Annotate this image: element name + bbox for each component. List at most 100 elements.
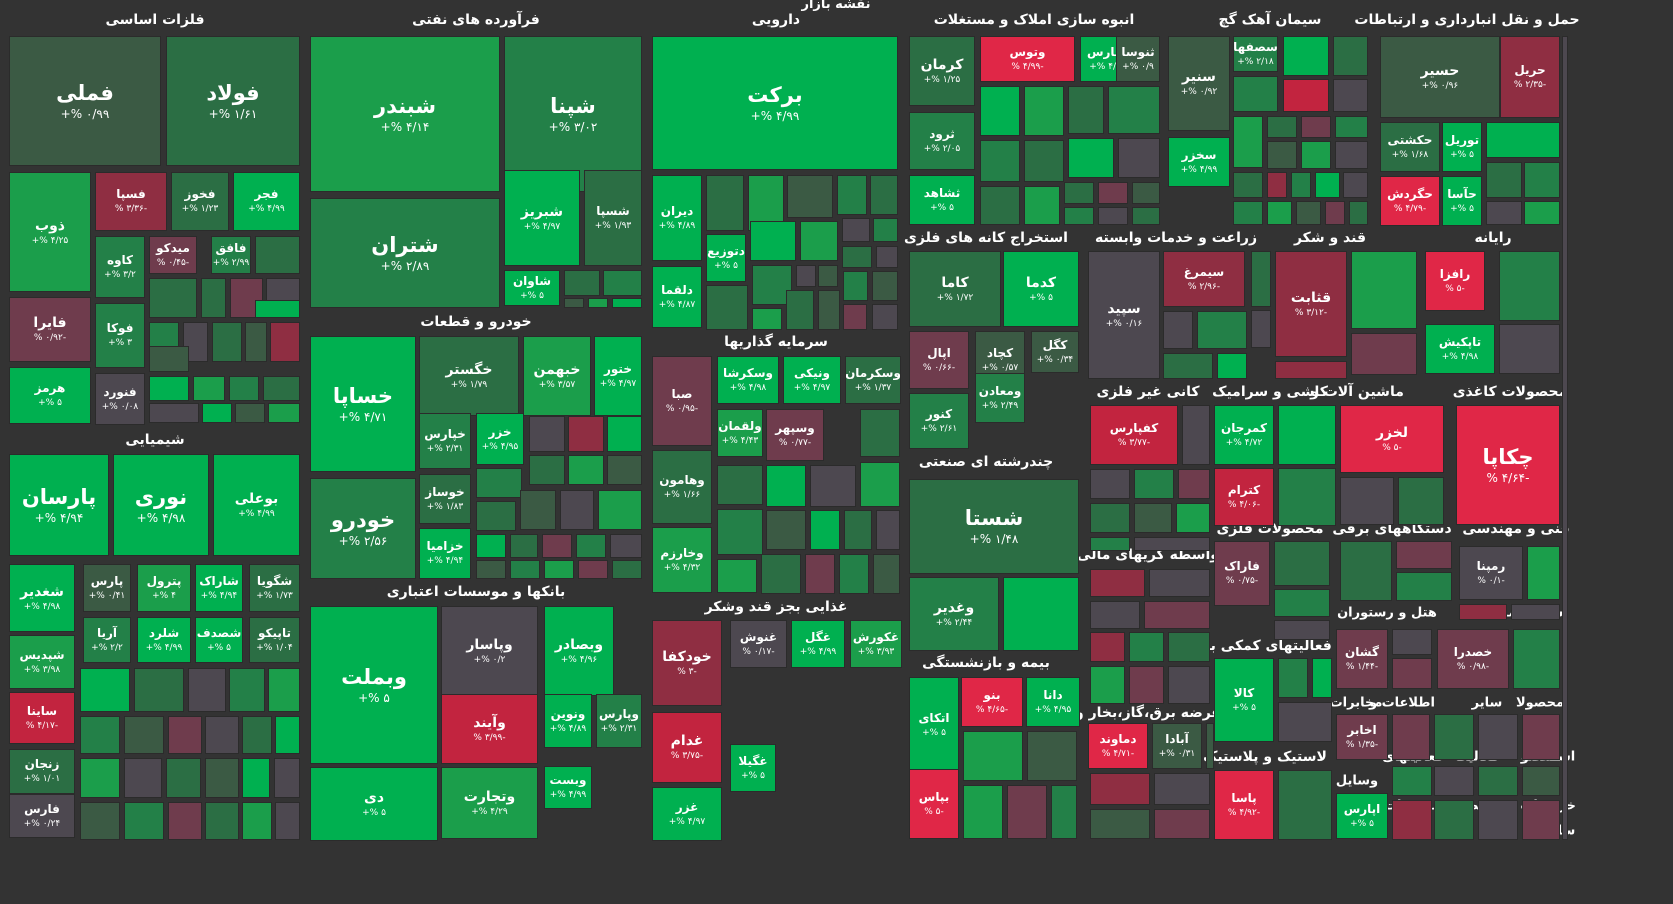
stock-tile[interactable] <box>1392 766 1432 796</box>
stock-tile[interactable] <box>1233 116 1263 168</box>
stock-tile[interactable]: وبصادر ۴/۹۶ %+ <box>544 606 614 696</box>
stock-tile[interactable] <box>1513 629 1560 689</box>
stock-tile[interactable] <box>706 285 748 330</box>
stock-tile[interactable]: وخارزم ۴/۳۲ %+ <box>652 527 712 593</box>
stock-tile[interactable] <box>1296 201 1321 225</box>
stock-tile[interactable] <box>1274 589 1330 617</box>
stock-tile[interactable]: اخابر -۱/۳۵ % <box>1336 714 1388 760</box>
stock-tile[interactable]: غگیلا ۵ %+ <box>730 744 776 792</box>
stock-tile[interactable] <box>837 175 867 215</box>
stock-tile[interactable] <box>242 758 270 798</box>
stock-tile[interactable] <box>1090 601 1140 629</box>
stock-tile[interactable] <box>1090 537 1130 551</box>
stock-tile[interactable] <box>1278 468 1336 526</box>
stock-tile[interactable]: دتوزیع ۵ %+ <box>706 234 746 282</box>
stock-tile[interactable]: فافق ۲/۹۹ %+ <box>211 236 251 274</box>
stock-tile[interactable]: وغدیر ۲/۴۴ %+ <box>909 577 999 651</box>
stock-tile[interactable] <box>1434 714 1474 760</box>
stock-tile[interactable]: چکاپا -۴/۶۴ % <box>1456 405 1560 525</box>
stock-tile[interactable] <box>1007 785 1047 839</box>
stock-tile[interactable]: پارسان ۴/۹۴ %+ <box>9 454 109 556</box>
stock-tile[interactable] <box>752 308 782 330</box>
stock-tile[interactable] <box>1522 800 1560 840</box>
stock-tile[interactable]: توریل ۵ %+ <box>1442 122 1482 172</box>
stock-tile[interactable]: وآیند -۳/۹۹ % <box>441 694 538 764</box>
stock-tile[interactable] <box>1434 800 1474 840</box>
stock-tile[interactable] <box>1340 541 1392 601</box>
stock-tile[interactable]: میدکو -۰/۴۵ % <box>149 236 197 274</box>
stock-tile[interactable]: ونیکی ۴/۹۷ %+ <box>783 356 841 404</box>
stock-tile[interactable] <box>706 175 744 231</box>
stock-tile[interactable] <box>876 246 898 268</box>
stock-tile[interactable]: حآسا ۵ %+ <box>1442 176 1482 226</box>
stock-tile[interactable]: آریا ۲/۲ %+ <box>83 617 131 663</box>
stock-tile[interactable]: شاوان ۵ %+ <box>504 270 560 306</box>
stock-tile[interactable] <box>1090 773 1150 805</box>
stock-tile[interactable] <box>963 731 1023 781</box>
stock-tile[interactable]: کاما ۱/۷۲ %+ <box>909 251 1001 327</box>
stock-tile[interactable]: کاوه ۳/۲ %+ <box>95 236 145 298</box>
stock-tile[interactable] <box>860 409 900 457</box>
stock-tile[interactable] <box>1051 785 1077 839</box>
stock-tile[interactable] <box>1144 601 1210 629</box>
stock-tile[interactable] <box>1325 201 1345 225</box>
stock-tile[interactable] <box>598 490 642 530</box>
stock-tile[interactable]: پارس ۰/۴۱ %+ <box>83 564 131 612</box>
stock-tile[interactable] <box>212 322 242 362</box>
stock-tile[interactable] <box>980 186 1020 225</box>
stock-tile[interactable]: خودرو ۲/۵۶ %+ <box>310 478 416 579</box>
stock-tile[interactable] <box>1349 201 1368 225</box>
stock-tile[interactable]: دماوند -۴/۷۱ % <box>1088 723 1148 769</box>
stock-tile[interactable]: زنجان ۱/۰۱ %+ <box>9 749 75 794</box>
stock-tile[interactable] <box>510 560 540 579</box>
stock-tile[interactable]: حکشتی ۱/۶۸ %+ <box>1380 122 1440 172</box>
stock-tile[interactable]: شسپا ۱/۹۳ %+ <box>584 170 642 266</box>
stock-tile[interactable] <box>242 802 272 840</box>
stock-tile[interactable] <box>980 140 1020 182</box>
stock-tile[interactable] <box>766 510 806 550</box>
stock-tile[interactable]: سصفها ۲/۱۸ %+ <box>1233 36 1278 72</box>
stock-tile[interactable] <box>870 175 898 215</box>
stock-tile[interactable] <box>1278 702 1332 742</box>
stock-tile[interactable]: خزامیا ۴/۹۴ %+ <box>419 528 471 579</box>
stock-tile[interactable] <box>588 298 608 308</box>
stock-tile[interactable]: وپاسار ۰/۲ %+ <box>441 606 538 696</box>
stock-tile[interactable]: غدام -۳/۷۵ % <box>652 712 722 783</box>
stock-tile[interactable] <box>796 265 816 287</box>
stock-tile[interactable] <box>1134 503 1172 533</box>
stock-tile[interactable] <box>1335 116 1368 138</box>
stock-tile[interactable]: اپال -۰/۶۶ % <box>909 331 969 389</box>
stock-tile[interactable]: فنورد ۰/۰۸ %+ <box>95 373 145 425</box>
stock-tile[interactable]: شبندر ۴/۱۴ %+ <box>310 36 500 192</box>
stock-tile[interactable]: بنو -۴/۶۵ % <box>961 677 1023 727</box>
stock-tile[interactable] <box>1524 162 1560 198</box>
stock-tile[interactable] <box>839 554 869 594</box>
stock-tile[interactable] <box>1396 572 1452 601</box>
stock-tile[interactable] <box>263 376 300 401</box>
stock-tile[interactable] <box>124 802 164 840</box>
stock-tile[interactable] <box>1524 201 1560 225</box>
stock-tile[interactable] <box>1233 76 1278 112</box>
stock-tile[interactable]: صبا -۰/۹۵ % <box>652 356 712 446</box>
stock-tile[interactable] <box>1149 569 1210 597</box>
stock-tile[interactable] <box>1499 251 1560 321</box>
stock-tile[interactable] <box>1108 86 1160 134</box>
stock-tile[interactable] <box>612 560 642 579</box>
stock-tile[interactable] <box>1090 569 1145 597</box>
stock-tile[interactable]: اپارس ۵ %+ <box>1336 793 1388 839</box>
stock-tile[interactable]: فوکا ۳ %+ <box>95 303 145 368</box>
stock-tile[interactable] <box>1024 186 1060 225</box>
stock-tile[interactable] <box>1392 714 1430 760</box>
stock-tile[interactable]: سخزر ۴/۹۹ %+ <box>1168 137 1230 187</box>
stock-tile[interactable] <box>1134 469 1174 499</box>
stock-tile[interactable]: دی ۵ %+ <box>310 767 438 841</box>
stock-tile[interactable] <box>270 322 300 362</box>
stock-tile[interactable] <box>1178 469 1210 499</box>
stock-tile[interactable]: کرمان ۱/۲۵ %+ <box>909 36 975 106</box>
stock-tile[interactable]: تاپیکو ۱/۰۴ %+ <box>249 617 300 663</box>
stock-tile[interactable] <box>242 716 272 754</box>
stock-tile[interactable] <box>1154 773 1210 805</box>
stock-tile[interactable]: گشان -۱/۴۴ % <box>1336 629 1388 689</box>
stock-tile[interactable] <box>205 716 239 754</box>
stock-tile[interactable]: وسکرشا ۴/۹۸ %+ <box>717 356 779 404</box>
